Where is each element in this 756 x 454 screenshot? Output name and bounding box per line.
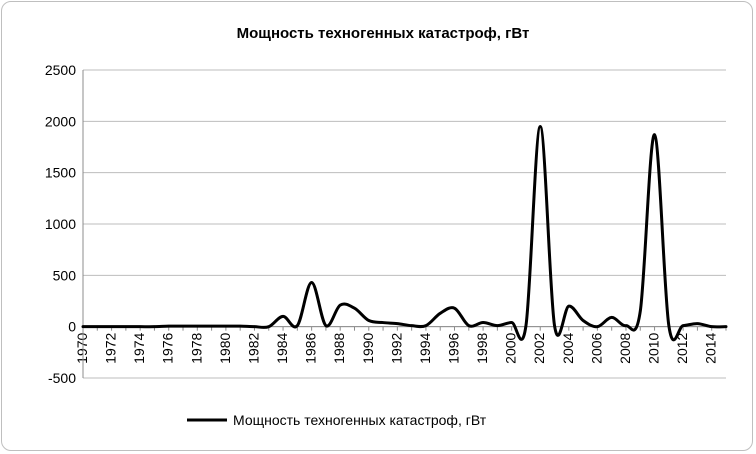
series-group [81, 124, 728, 342]
y-axis-tick-labels: 2500 2000 1500 1000 500 0 -500 [45, 62, 76, 386]
x-tick-label: 1976 [160, 332, 176, 363]
series-line [81, 124, 728, 342]
x-tick-label: 1998 [474, 332, 490, 363]
y-tick-label: 1500 [45, 165, 76, 181]
x-tick-label: 1982 [245, 332, 261, 363]
y-tick-label: -500 [48, 370, 76, 386]
x-tick-label: 1996 [446, 332, 462, 363]
x-tick-label: 2000 [503, 332, 519, 363]
y-tick-label: 1000 [45, 216, 76, 232]
x-tick-label: 1984 [274, 332, 290, 363]
y-tick-label: 0 [68, 319, 76, 335]
x-tick-label: 1994 [417, 332, 433, 363]
x-tick-label: 1970 [74, 332, 90, 363]
x-tick-label: 2012 [674, 332, 690, 363]
x-tick-label: 1988 [331, 332, 347, 363]
legend-label: Мощность техногенных катастроф, гВт [233, 412, 487, 428]
x-tick-label: 1978 [188, 332, 204, 363]
x-tick-label: 1992 [388, 332, 404, 363]
y-tick-label: 2500 [45, 62, 76, 78]
x-tick-label: 1986 [303, 332, 319, 363]
x-tick-label: 1980 [217, 332, 233, 363]
chart-title: Мощность техногенных катастроф, гВт [237, 25, 530, 42]
x-tick-label: 2002 [531, 332, 547, 363]
x-tick-label: 1974 [131, 332, 147, 363]
x-axis-tick-labels: 1970 1972 1974 1976 1978 1980 1982 1984 1986 1988… [74, 332, 719, 363]
x-tick-label: 1972 [103, 332, 119, 363]
x-tick-label: 2008 [617, 332, 633, 363]
x-tick-label: 2006 [588, 332, 604, 363]
x-tick-label: 2014 [703, 332, 719, 363]
y-tick-label: 500 [53, 267, 77, 283]
legend: Мощность техногенных катастроф, гВт [187, 412, 487, 428]
y-tick-label: 2000 [45, 113, 76, 129]
grid-lines [83, 69, 726, 379]
x-tick-label: 2004 [560, 332, 576, 363]
x-tick-label: 2010 [646, 332, 662, 363]
x-tick-label: 1990 [360, 332, 376, 363]
